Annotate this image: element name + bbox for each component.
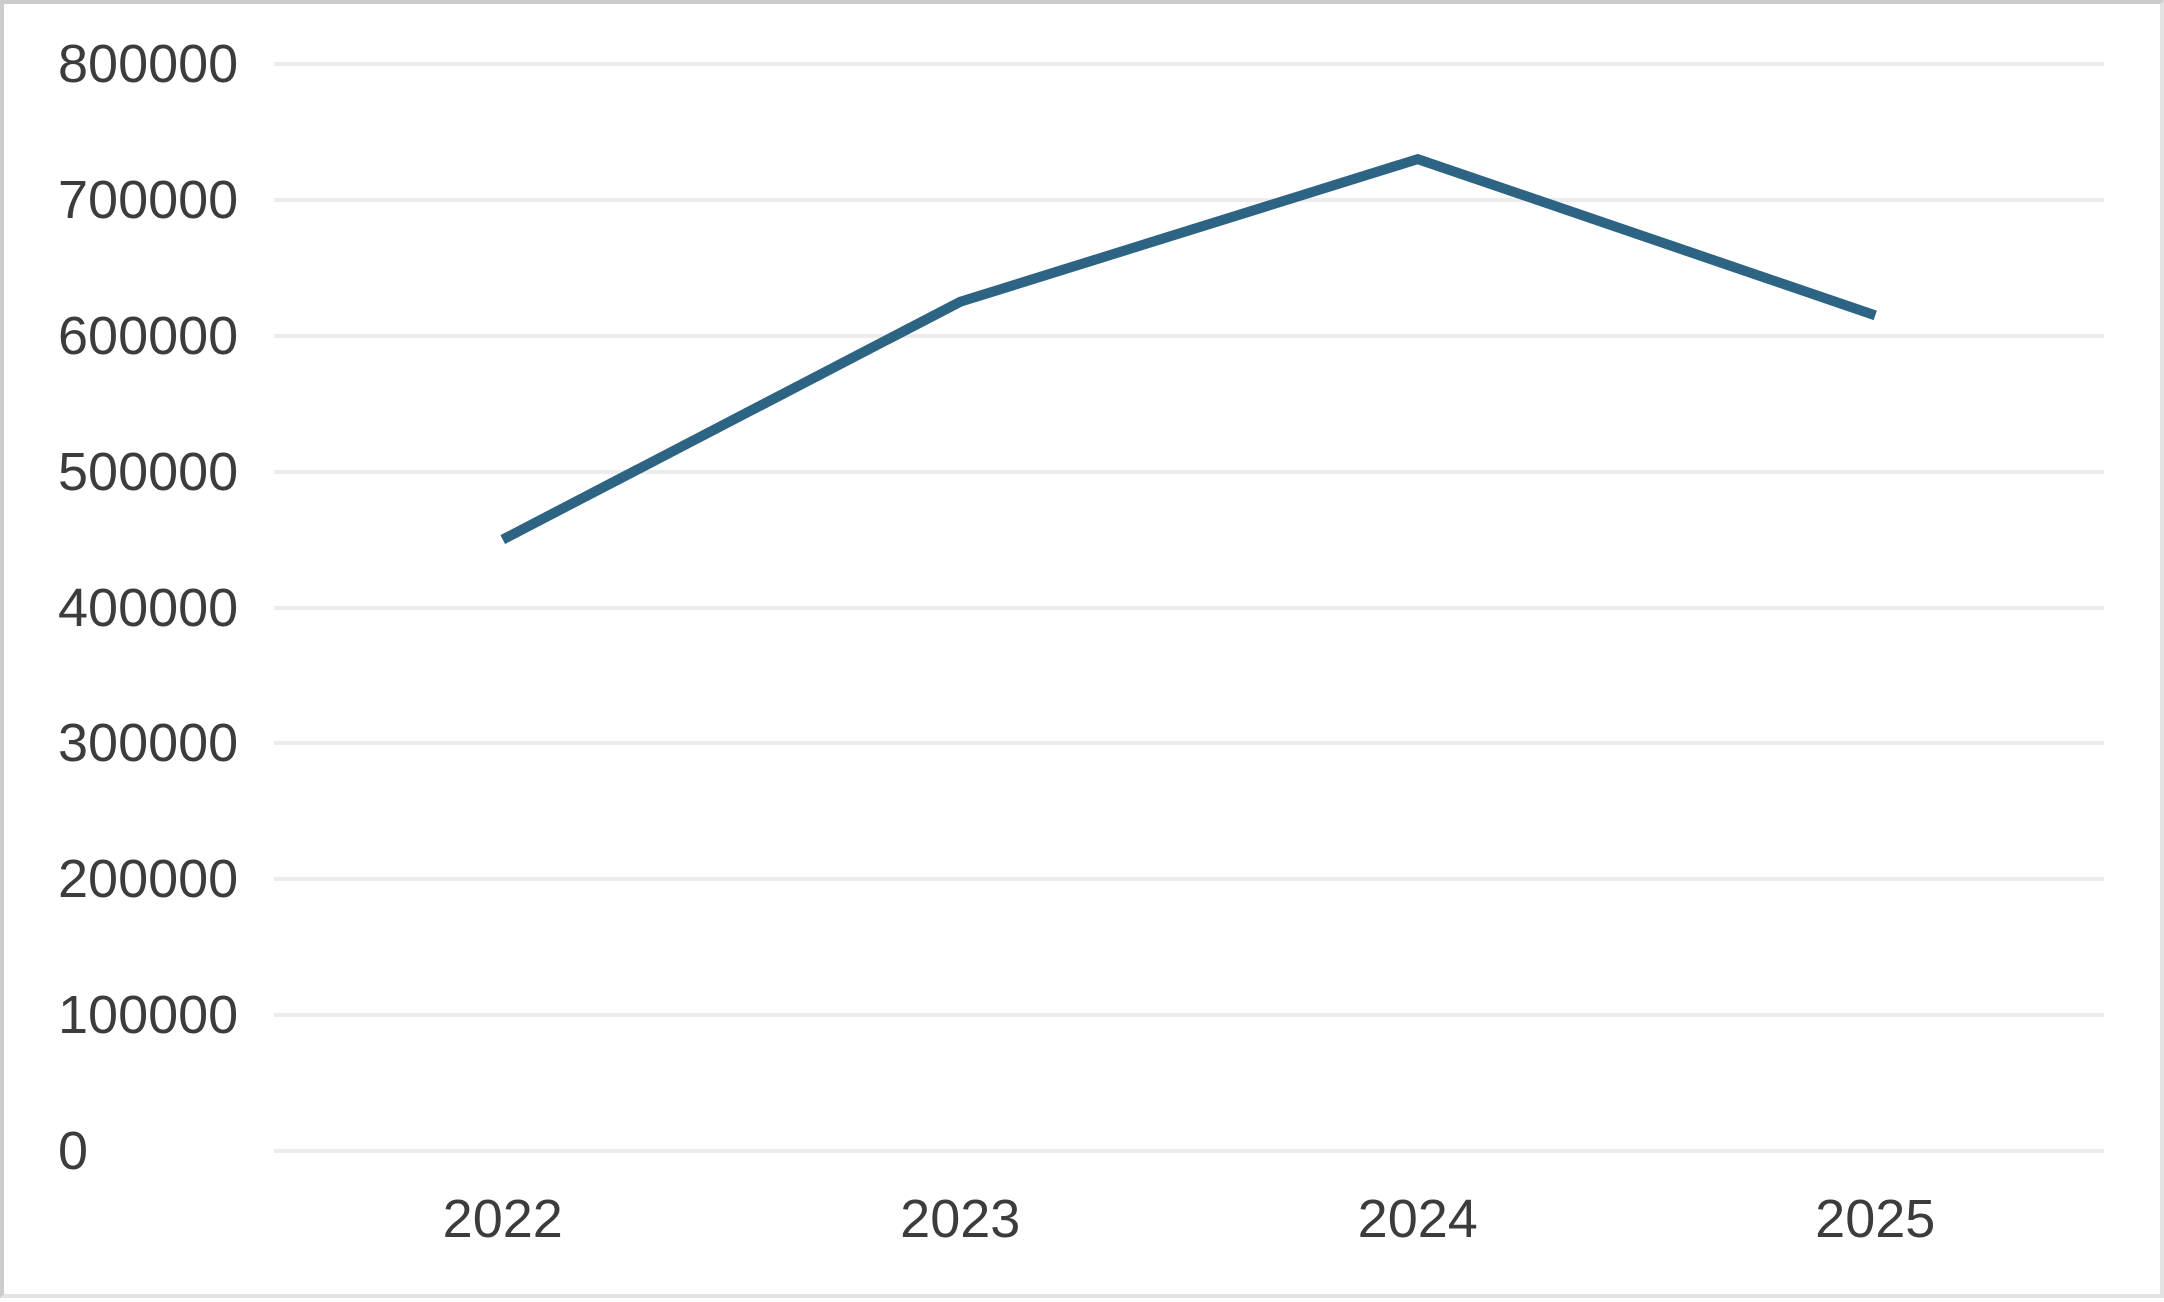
x-axis-tick-label: 2024 — [1357, 1189, 1478, 1249]
gridline — [274, 1149, 2104, 1153]
y-axis-tick-label: 700000 — [58, 169, 239, 230]
y-axis-tick-label: 100000 — [58, 985, 239, 1046]
gridline — [274, 469, 2104, 474]
gridline — [274, 197, 2104, 202]
gridline — [274, 741, 2104, 746]
y-axis-tick-label: 0 — [58, 1121, 89, 1181]
gridline — [274, 877, 2104, 882]
x-axis-tick-label: 2022 — [442, 1189, 563, 1249]
x-axis-tick-label: 2023 — [900, 1189, 1021, 1249]
series-svg — [500, 153, 1877, 544]
y-axis-tick-label: 300000 — [58, 713, 239, 774]
series-line — [500, 153, 1877, 544]
y-axis-tick-label: 500000 — [58, 441, 239, 502]
gridline — [274, 333, 2104, 338]
line-chart-plot-area: 0 100000 200000 300000 400000 500000 600000 700… — [4, 4, 2160, 1294]
y-axis-tick-label: 600000 — [58, 305, 239, 366]
gridline — [274, 62, 2104, 66]
y-axis-tick-label: 800000 — [58, 34, 239, 94]
gridline — [274, 605, 2104, 610]
gridline — [274, 1013, 2104, 1018]
x-axis-tick-label: 2025 — [1815, 1189, 1936, 1249]
y-axis-tick-label: 200000 — [58, 849, 239, 910]
y-axis-tick-label: 400000 — [58, 577, 239, 638]
